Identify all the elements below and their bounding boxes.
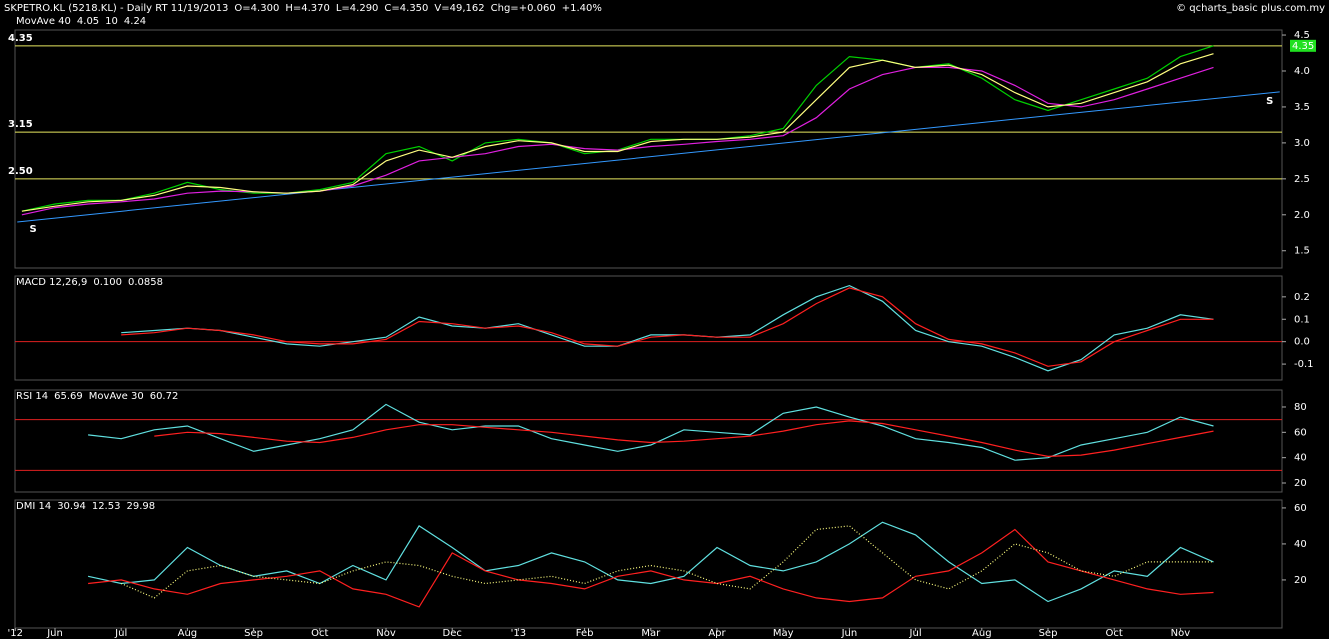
series-line xyxy=(154,420,1214,458)
x-tick-label: May xyxy=(773,628,794,639)
legend-text: 30.94 xyxy=(57,501,86,512)
legend-text: RSI 14 xyxy=(16,391,48,402)
legend-text: MACD 12,26,9 xyxy=(16,277,87,288)
legend-text: 12.53 xyxy=(92,501,121,512)
legend-text: 65.69 xyxy=(54,391,83,402)
series-line xyxy=(120,525,1214,599)
legend-text: 60.72 xyxy=(150,391,179,402)
x-tick-label: Oct xyxy=(1106,628,1123,639)
legend-text: 29.98 xyxy=(126,501,155,512)
y-tick-label: 60 xyxy=(1294,503,1307,514)
legend-text: DMI 14 xyxy=(16,501,51,512)
legend-text: O=4.300 xyxy=(234,3,279,14)
y-tick-label: 3.5 xyxy=(1294,102,1310,113)
y-tick-label: 0.2 xyxy=(1294,292,1310,303)
credit: © qcharts_basic plus.com.my xyxy=(1176,3,1325,14)
x-tick-label: '12 xyxy=(8,628,23,639)
legend-text: C=4.350 xyxy=(384,3,428,14)
series-line xyxy=(87,521,1214,603)
panel-frame xyxy=(14,499,1283,629)
y-tick-label: 0.1 xyxy=(1294,314,1310,325)
y-tick-label: -0.1 xyxy=(1294,359,1314,370)
x-tick-label: Dec xyxy=(443,628,462,639)
x-tick-label: Sep xyxy=(244,628,263,639)
legend-text: 0.0858 xyxy=(128,277,163,288)
level-label: 3.15 xyxy=(8,119,33,130)
legend-text: H=4.370 xyxy=(285,3,330,14)
legend-text: 4.05 xyxy=(77,16,99,27)
series-line xyxy=(121,284,1214,372)
x-tick-label: Jun xyxy=(46,628,63,639)
x-tick-label: Aug xyxy=(178,628,198,639)
legend-text: SKPETRO.KL (5218.KL) - Daily RT 11/19/20… xyxy=(4,3,228,14)
x-tick-label: Mar xyxy=(641,628,661,639)
legend-text: L=4.290 xyxy=(336,3,379,14)
x-tick-label: Oct xyxy=(311,628,328,639)
trend-line xyxy=(17,91,1280,223)
legend-text: 0.100 xyxy=(93,277,122,288)
legend-text: V=49,162 xyxy=(434,3,484,14)
legend-text: +1.40% xyxy=(562,3,602,14)
x-tick-label: Aug xyxy=(972,628,992,639)
legend-text: 10 xyxy=(105,16,118,27)
x-tick-label: Nov xyxy=(376,628,396,639)
series-line xyxy=(88,403,1214,461)
y-tick-label: 20 xyxy=(1294,478,1307,489)
panel-frame xyxy=(14,29,1283,269)
last-price-label: 4.35 xyxy=(1292,41,1314,52)
x-tick-label: Nov xyxy=(1171,628,1191,639)
level-label: 4.35 xyxy=(8,33,33,44)
annotation: S xyxy=(1266,96,1273,107)
y-tick-label: 3.0 xyxy=(1294,138,1310,149)
x-tick-label: Feb xyxy=(576,628,594,639)
y-tick-label: 20 xyxy=(1294,575,1307,586)
panel-frame xyxy=(14,389,1283,493)
y-tick-label: 0.0 xyxy=(1294,337,1310,348)
x-tick-label: Jul xyxy=(114,628,127,639)
y-tick-label: 4.5 xyxy=(1294,30,1310,41)
y-tick-label: 80 xyxy=(1294,402,1307,413)
annotation: S xyxy=(30,224,37,235)
series-line xyxy=(121,287,1214,367)
y-tick-label: 2.0 xyxy=(1294,210,1310,221)
y-tick-label: 2.5 xyxy=(1294,174,1310,185)
legend-text: MovAve 30 xyxy=(89,391,144,402)
panel-frame xyxy=(14,275,1283,381)
y-tick-label: 40 xyxy=(1294,539,1307,550)
x-tick-label: Apr xyxy=(708,628,726,639)
legend-text: 4.24 xyxy=(124,16,146,27)
y-tick-label: 40 xyxy=(1294,453,1307,464)
legend-text: Chg=+0.060 xyxy=(491,3,556,14)
x-tick-label: Jul xyxy=(909,628,922,639)
x-tick-label: Sep xyxy=(1039,628,1058,639)
y-tick-label: 1.5 xyxy=(1294,246,1310,257)
last-price-box xyxy=(1290,39,1316,52)
series-line xyxy=(21,53,1214,212)
x-tick-label: '13 xyxy=(511,628,526,639)
series-line xyxy=(21,66,1214,216)
legend-text: MovAve 40 xyxy=(16,16,71,27)
y-tick-label: 4.0 xyxy=(1294,66,1310,77)
series-line xyxy=(88,528,1214,608)
x-tick-label: Jun xyxy=(841,628,858,639)
y-tick-label: 60 xyxy=(1294,427,1307,438)
level-label: 2.50 xyxy=(8,166,33,177)
